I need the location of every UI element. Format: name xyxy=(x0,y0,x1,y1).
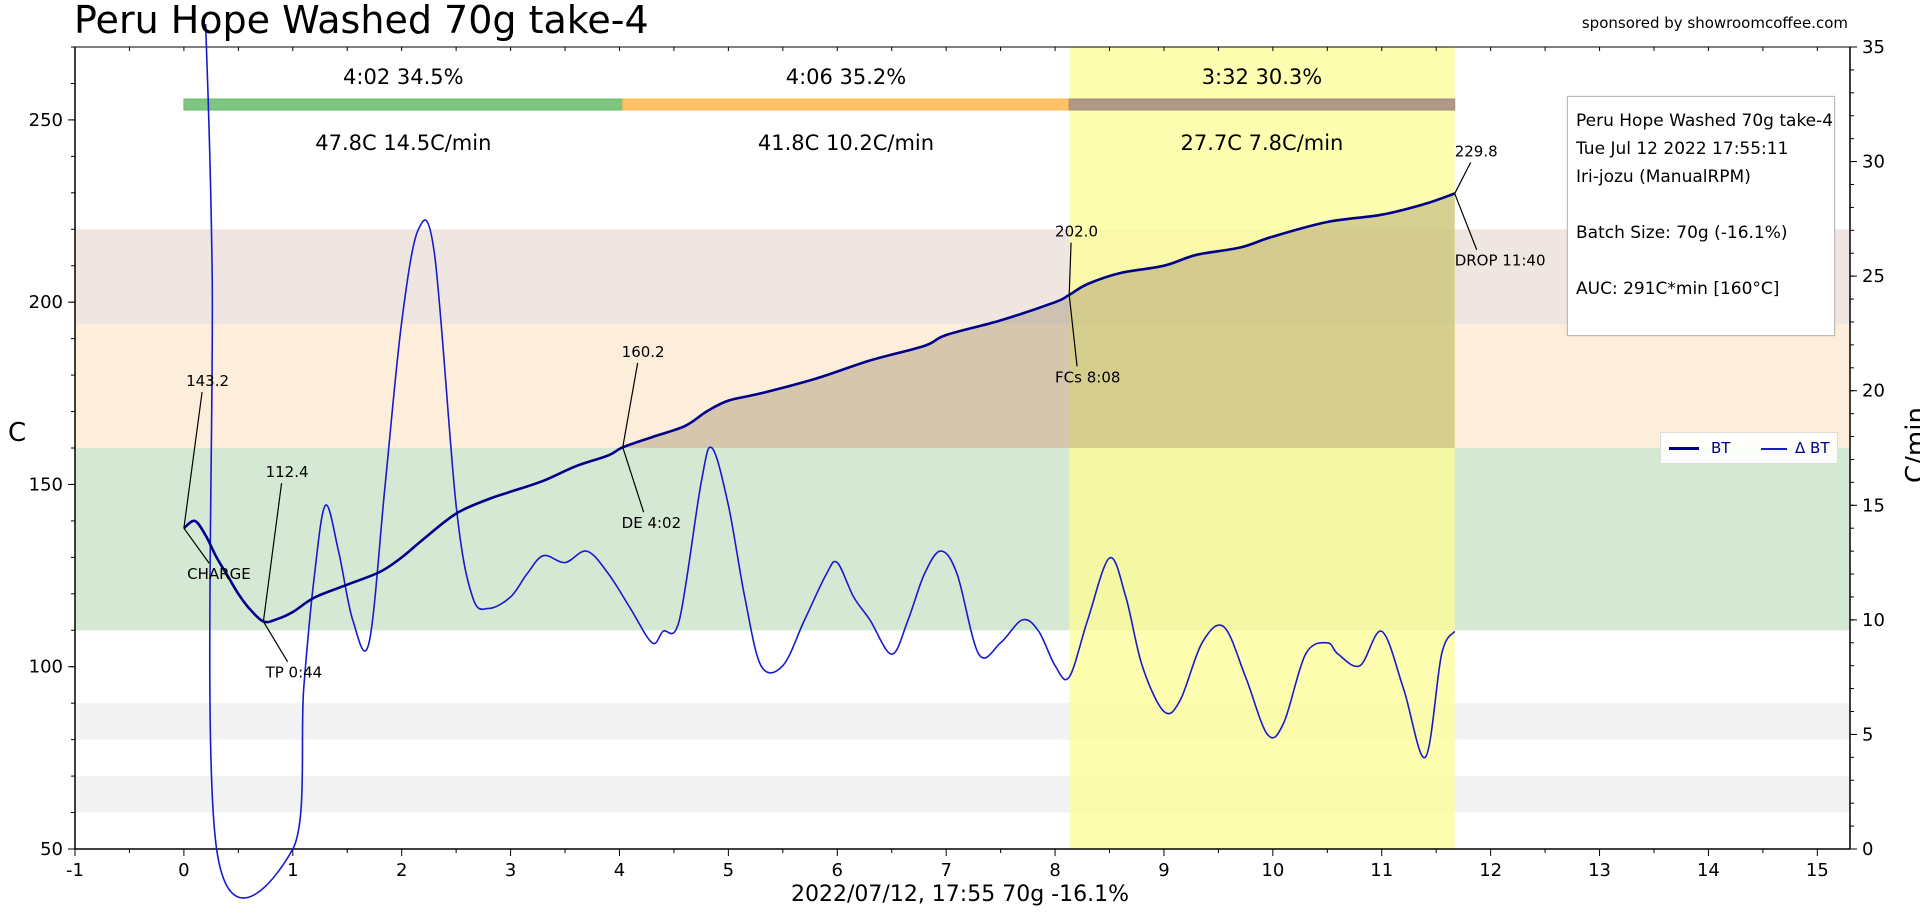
event-leader-top xyxy=(262,483,283,622)
y-axis-label-right: C/min xyxy=(1900,407,1920,483)
legend-swatch-delta-bt xyxy=(1761,447,1787,450)
y2-tick-label: 0 xyxy=(1862,839,1873,860)
info-title: Peru Hope Washed 70g take-4 xyxy=(1576,111,1834,131)
background-band-1 xyxy=(75,324,1850,448)
y2-tick-label: 35 xyxy=(1862,37,1885,58)
info-auc: AUC: 291C*min [160°C] xyxy=(1576,279,1780,299)
x-tick-label: 12 xyxy=(1479,860,1502,881)
phase-label-bottom-development: 27.7C 7.8C/min xyxy=(1181,131,1344,155)
sponsor-text: sponsored by showroomcoffee.com xyxy=(1581,14,1848,32)
auc-area xyxy=(622,193,1455,448)
y-axis-label-left: C xyxy=(8,418,27,448)
x-tick-label: 13 xyxy=(1588,860,1611,881)
x-tick-label: 2 xyxy=(396,860,407,881)
info-machine: Iri-jozu (ManualRPM) xyxy=(1576,167,1751,187)
phase-label-top-development: 3:32 30.3% xyxy=(1202,65,1323,89)
x-tick-label: 14 xyxy=(1697,860,1720,881)
development-highlight xyxy=(1069,47,1455,849)
y-tick-label: 50 xyxy=(40,839,63,860)
event-leader-top xyxy=(622,362,639,448)
x-tick-label: 9 xyxy=(1158,860,1169,881)
y2-tick-label: 5 xyxy=(1862,724,1873,745)
event-value-label: 112.4 xyxy=(266,463,309,481)
x-tick-label: 10 xyxy=(1261,860,1284,881)
series-bt xyxy=(183,192,1456,624)
x-tick-label: 6 xyxy=(832,860,843,881)
x-tick-label: -1 xyxy=(66,860,84,881)
phase-label-top-drying: 4:02 34.5% xyxy=(343,65,464,89)
phase-bar-development xyxy=(1068,98,1456,111)
legend-item-delta-bt: Δ BT xyxy=(1761,439,1829,457)
event-leader-top xyxy=(1068,242,1072,295)
phase-label-bottom-maillard: 41.8C 10.2C/min xyxy=(758,131,934,155)
event-value-label: 143.2 xyxy=(186,372,229,390)
x-tick-label: 8 xyxy=(1049,860,1060,881)
info-batch: Batch Size: 70g (-16.1%) xyxy=(1576,223,1788,243)
legend-label-delta-bt: Δ BT xyxy=(1795,439,1830,457)
legend-label-bt: BT xyxy=(1711,439,1731,457)
y2-tick-label: 30 xyxy=(1862,152,1885,173)
background-band-2 xyxy=(75,229,1850,325)
event-name-label: DE 4:02 xyxy=(622,514,681,532)
x-tick-label: 4 xyxy=(614,860,625,881)
x-axis-label: 2022/07/12, 17:55 70g -16.1% xyxy=(791,882,1129,907)
y-tick-label: 100 xyxy=(29,657,63,678)
y2-tick-label: 15 xyxy=(1862,495,1885,516)
roast-info-box: Peru Hope Washed 70g take-4 Tue Jul 12 2… xyxy=(1567,96,1835,336)
series-delta-bt xyxy=(204,24,1456,899)
event-name-label: FCs 8:08 xyxy=(1055,368,1120,386)
background-band-3 xyxy=(75,703,1850,740)
x-tick-label: 5 xyxy=(723,860,734,881)
y-tick-label: 150 xyxy=(29,474,63,495)
event-leader-top xyxy=(183,391,203,529)
info-date: Tue Jul 12 2022 17:55:11 xyxy=(1576,139,1789,159)
phase-bar-drying xyxy=(183,98,624,111)
legend-swatch-bt xyxy=(1669,447,1699,450)
event-name-label: DROP 11:40 xyxy=(1455,252,1546,270)
legend-item-bt: BT xyxy=(1669,439,1730,457)
event-value-label: 202.0 xyxy=(1055,223,1098,241)
y2-tick-label: 20 xyxy=(1862,381,1885,402)
phase-label-top-maillard: 4:06 35.2% xyxy=(786,65,907,89)
x-tick-label: 1 xyxy=(287,860,298,881)
phase-label-bottom-drying: 47.8C 14.5C/min xyxy=(315,131,491,155)
event-leader-bottom xyxy=(1454,193,1478,250)
event-leader-bottom xyxy=(183,527,210,564)
y2-tick-label: 25 xyxy=(1862,266,1885,287)
x-tick-label: 11 xyxy=(1370,860,1393,881)
chart-legend: BT Δ BT xyxy=(1660,432,1838,464)
y-tick-label: 250 xyxy=(29,110,63,131)
background-band-4 xyxy=(75,776,1850,813)
event-value-label: 160.2 xyxy=(622,343,665,361)
x-tick-label: 15 xyxy=(1806,860,1829,881)
event-value-label: 229.8 xyxy=(1455,142,1498,160)
y-tick-label: 200 xyxy=(29,292,63,313)
event-leader-bottom xyxy=(1068,294,1078,367)
y2-tick-label: 10 xyxy=(1862,610,1885,631)
x-tick-label: 0 xyxy=(178,860,189,881)
phase-bar-maillard xyxy=(622,98,1070,111)
event-name-label: CHARGE xyxy=(187,565,251,583)
event-leader-bottom xyxy=(622,447,645,513)
event-name-label: TP 0:44 xyxy=(265,664,323,682)
chart-title: Peru Hope Washed 70g take-4 xyxy=(74,0,649,42)
x-tick-label: 3 xyxy=(505,860,516,881)
x-tick-label: 7 xyxy=(940,860,951,881)
event-leader-bottom xyxy=(262,621,289,662)
background-band-0 xyxy=(75,448,1850,631)
event-leader-top xyxy=(1454,162,1472,194)
